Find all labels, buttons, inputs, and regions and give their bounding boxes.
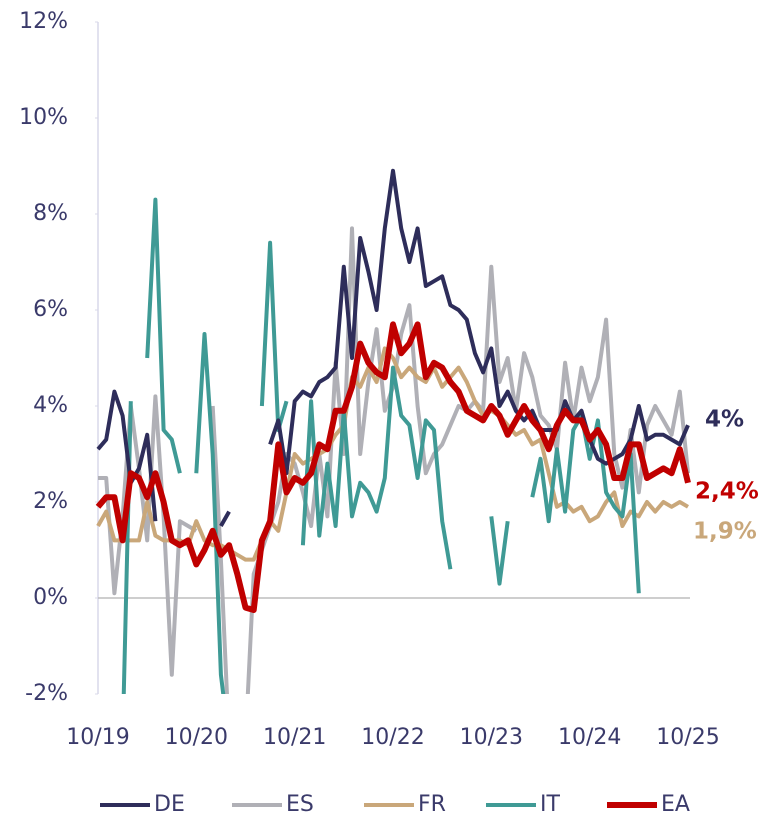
y-tick-label: 10% — [19, 105, 68, 130]
x-tick-label: 10/23 — [460, 725, 523, 750]
series-line — [121, 197, 641, 694]
y-tick-label: 12% — [19, 9, 68, 34]
y-tick-label: 8% — [33, 201, 68, 226]
x-tick-label: 10/24 — [558, 725, 621, 750]
legend-label: DE — [154, 792, 185, 817]
x-tick-label: 10/25 — [656, 725, 719, 750]
x-tick-label: 10/22 — [361, 725, 424, 750]
legend-label: ES — [286, 792, 314, 817]
x-tick-label: 10/21 — [263, 725, 326, 750]
series-line — [95, 321, 691, 613]
x-tick-label: 10/20 — [165, 725, 228, 750]
legend-label: FR — [418, 792, 446, 817]
y-tick-label: 2% — [33, 489, 68, 514]
y-tick-label: 4% — [33, 393, 68, 418]
x-tick-label: 10/19 — [66, 725, 129, 750]
legend-label: IT — [540, 792, 560, 817]
end-label: 4% — [705, 407, 744, 433]
y-tick-label: -2% — [25, 681, 68, 706]
y-tick-label: 6% — [33, 297, 68, 322]
end-label: 1,9% — [693, 519, 757, 545]
plot-area — [95, 168, 691, 694]
series-line — [98, 226, 690, 694]
end-label: 2,4% — [695, 479, 759, 505]
series-line — [96, 168, 690, 527]
y-tick-label: 0% — [33, 585, 68, 610]
series-line — [96, 346, 690, 562]
legend-label: EA — [661, 792, 690, 817]
